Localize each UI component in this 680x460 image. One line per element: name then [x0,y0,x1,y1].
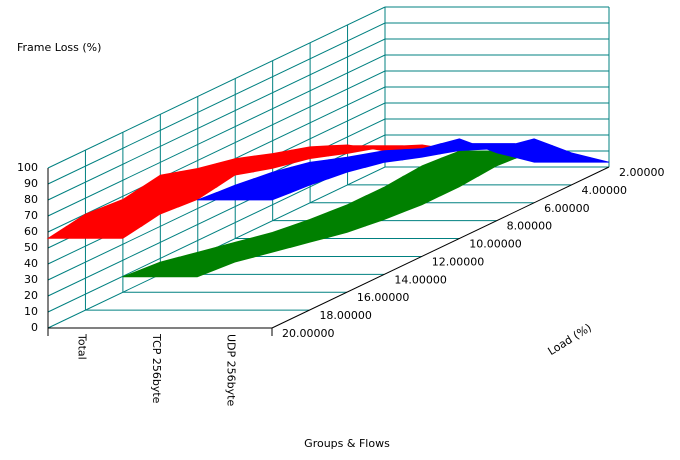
x-tick-label: UDP 256byte [225,334,238,406]
z-tick-label: 14.00000 [394,273,447,286]
y-tick-label: 40 [24,257,38,270]
ribbon-segment [197,192,291,201]
y-tick-label: 100 [17,161,38,174]
ribbon-segment [179,163,292,173]
y-tick-label: 30 [24,273,38,286]
z-tick-label: 2.00000 [619,166,665,179]
z-axis [271,166,610,329]
y-tick-label: 90 [24,177,38,190]
ribbon-segment [515,157,610,163]
y-tick-label: 20 [24,289,38,302]
ribbon-segment [290,159,404,168]
left-wall-grid-line [47,6,386,169]
x-tick-label: Total [75,333,88,360]
y-tick-label: 50 [24,241,38,254]
z-tick-label: 20.00000 [282,327,335,340]
y-tick-label: 0 [31,321,38,334]
ribbon-segment [178,246,292,258]
z-tick-label: 16.00000 [357,291,410,304]
ribbon-segment [253,225,366,238]
y-tick-label: 60 [24,225,38,238]
z-tick-label: 18.00000 [319,309,372,322]
ribbon-segment [365,175,480,197]
z-tick-label: 12.00000 [432,255,485,268]
ribbon-segment [65,206,179,227]
y-axis-label: Frame Loss (%) [17,41,101,54]
z-tick-label: 4.00000 [582,184,628,197]
ribbon-segment [253,149,367,157]
ribbon-segment [291,211,404,227]
z-tick-label: 8.00000 [507,220,552,233]
y-tick-label: 10 [24,305,38,318]
ribbon-segment [122,269,217,278]
left-wall-grid-line [47,54,386,217]
ribbon-segment [216,236,329,248]
z-tick-label: 6.00000 [544,202,590,215]
ribbon-segment [328,195,441,213]
x-tick-label: TCP 256byte [150,333,163,404]
z-axis-label: Load (%) [546,321,594,358]
ribbon-segment [328,153,441,161]
z-tick-label: 10.00000 [469,238,522,251]
left-wall-grid-line [47,70,386,233]
left-wall-grid-line [47,22,386,185]
y-tick-label: 70 [24,209,38,222]
ribbon-segment [46,225,143,239]
y-tick-label: 80 [24,193,38,206]
left-wall-grid-line [47,38,386,201]
x-axis-label: Groups & Flows [304,437,390,450]
